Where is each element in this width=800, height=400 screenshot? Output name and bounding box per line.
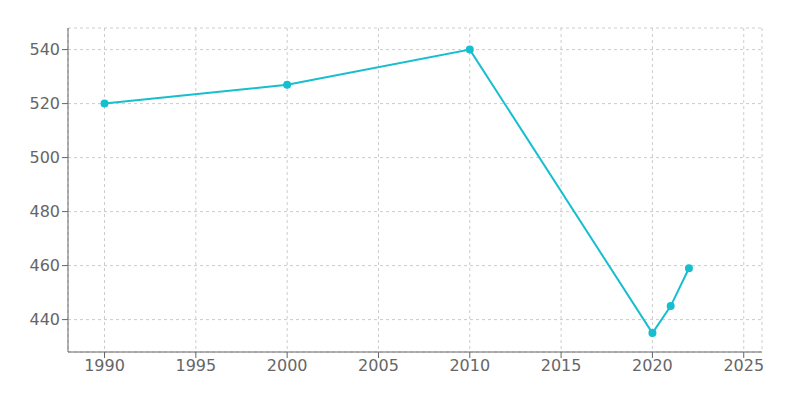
svg-text:480: 480 (29, 202, 60, 221)
svg-text:2020: 2020 (632, 356, 673, 375)
svg-text:1990: 1990 (84, 356, 125, 375)
svg-text:2025: 2025 (723, 356, 764, 375)
svg-text:440: 440 (29, 310, 60, 329)
svg-text:2010: 2010 (449, 356, 490, 375)
svg-text:2000: 2000 (267, 356, 308, 375)
svg-text:2005: 2005 (358, 356, 399, 375)
svg-text:540: 540 (29, 40, 60, 59)
svg-text:520: 520 (29, 94, 60, 113)
svg-text:460: 460 (29, 256, 60, 275)
svg-text:2015: 2015 (541, 356, 582, 375)
svg-text:500: 500 (29, 148, 60, 167)
svg-text:1995: 1995 (175, 356, 216, 375)
